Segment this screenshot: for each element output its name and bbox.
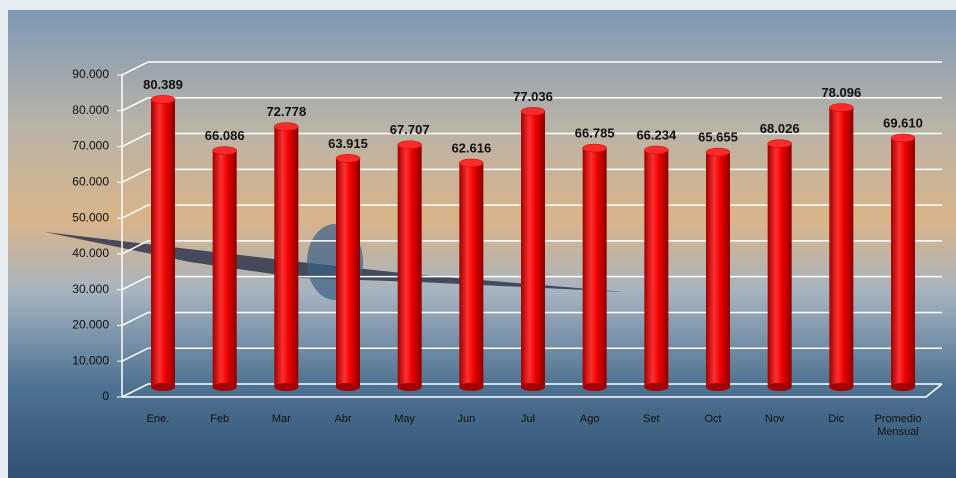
bar-bottom: [213, 383, 237, 391]
value-label: 72.778: [266, 104, 306, 119]
value-label: 66.234: [636, 127, 677, 142]
bar-top: [459, 159, 483, 167]
x-tick-label: Promedio Mensual: [873, 413, 923, 439]
x-tick-label: Nov: [745, 413, 805, 426]
value-label: 65.655: [698, 130, 738, 145]
x-tick-label: Set: [621, 413, 681, 426]
bar-body: [583, 148, 607, 387]
bar: [706, 148, 730, 391]
value-label: 63.915: [328, 136, 368, 151]
value-label: 78.096: [821, 85, 861, 100]
bar-top: [521, 107, 545, 115]
value-label: 66.086: [205, 128, 245, 143]
bar-bottom: [583, 383, 607, 391]
y-tick-label: 30.000: [72, 282, 109, 296]
bar-top: [274, 123, 298, 131]
bar-top: [336, 154, 360, 162]
bar-top: [644, 146, 668, 154]
bar-top: [213, 147, 237, 155]
bar: [521, 107, 545, 391]
bar-top: [706, 148, 730, 156]
value-label: 66.785: [575, 125, 615, 140]
bar: [213, 147, 237, 391]
bar-bottom: [151, 383, 175, 391]
bar: [829, 104, 853, 391]
bar-body: [213, 151, 237, 387]
value-label: 62.616: [451, 140, 491, 155]
y-tick-label: 70.000: [72, 139, 109, 153]
y-tick-label: 40.000: [72, 246, 109, 260]
x-tick-label: Dic: [806, 413, 866, 426]
bar: [274, 123, 298, 391]
bar-body: [151, 99, 175, 387]
bar-bottom: [459, 383, 483, 391]
value-label: 67.707: [390, 122, 430, 137]
x-tick-label: Ene.: [128, 413, 188, 426]
bar-top: [891, 134, 915, 142]
value-label: 68.026: [760, 121, 800, 136]
bar-body: [706, 152, 730, 387]
bar-bottom: [398, 383, 422, 391]
bar-bottom: [274, 383, 298, 391]
bar-body: [521, 111, 545, 387]
bar: [336, 154, 360, 391]
bar-top: [768, 140, 792, 148]
y-tick-label: 50.000: [72, 210, 109, 224]
bar-body: [891, 138, 915, 387]
bar-body: [644, 150, 668, 387]
x-tick-label: May: [375, 413, 435, 426]
x-tick-label: Feb: [190, 413, 250, 426]
screen: 0 10.000 20.000 30.000 40.000 50.000 60.000 70.…: [0, 0, 956, 478]
bar-body: [768, 144, 792, 387]
bar: [151, 95, 175, 391]
bar: [459, 159, 483, 391]
value-label: 80.389: [143, 77, 183, 92]
bar-body: [398, 145, 422, 387]
bar-top: [829, 104, 853, 112]
y-tick-label: 60.000: [72, 175, 109, 189]
bar-bottom: [891, 383, 915, 391]
bar-top: [398, 141, 422, 149]
y-tick-label: 90.000: [72, 67, 109, 81]
bar-bottom: [829, 383, 853, 391]
bar-bottom: [706, 383, 730, 391]
bar-body: [829, 108, 853, 387]
x-tick-label: Oct: [683, 413, 743, 426]
bar: [891, 134, 915, 391]
bar-bottom: [644, 383, 668, 391]
x-tick-label: Ago: [560, 413, 620, 426]
x-tick-label: Jul: [498, 413, 558, 426]
value-label: 77.036: [513, 89, 553, 104]
x-tick-label: Mar: [251, 413, 311, 426]
chart: 0 10.000 20.000 30.000 40.000 50.000 60.000 70.…: [0, 0, 956, 478]
bar-body: [336, 158, 360, 387]
y-tick-label: 20.000: [72, 318, 109, 332]
value-label: 69.610: [883, 115, 923, 130]
bar-body: [274, 127, 298, 387]
bar-body: [459, 163, 483, 387]
bar: [583, 144, 607, 391]
x-tick-label: Abr: [313, 413, 373, 426]
y-tick-label: 80.000: [72, 103, 109, 117]
bar-top: [151, 95, 175, 103]
x-tick-label: Jun: [436, 413, 496, 426]
bar: [644, 146, 668, 391]
bar: [768, 140, 792, 391]
y-tick-label: 0: [102, 389, 109, 403]
y-tick-label: 10.000: [72, 353, 109, 367]
bar-bottom: [336, 383, 360, 391]
bar-bottom: [768, 383, 792, 391]
bar: [398, 141, 422, 391]
bar-bottom: [521, 383, 545, 391]
bar-top: [583, 144, 607, 152]
